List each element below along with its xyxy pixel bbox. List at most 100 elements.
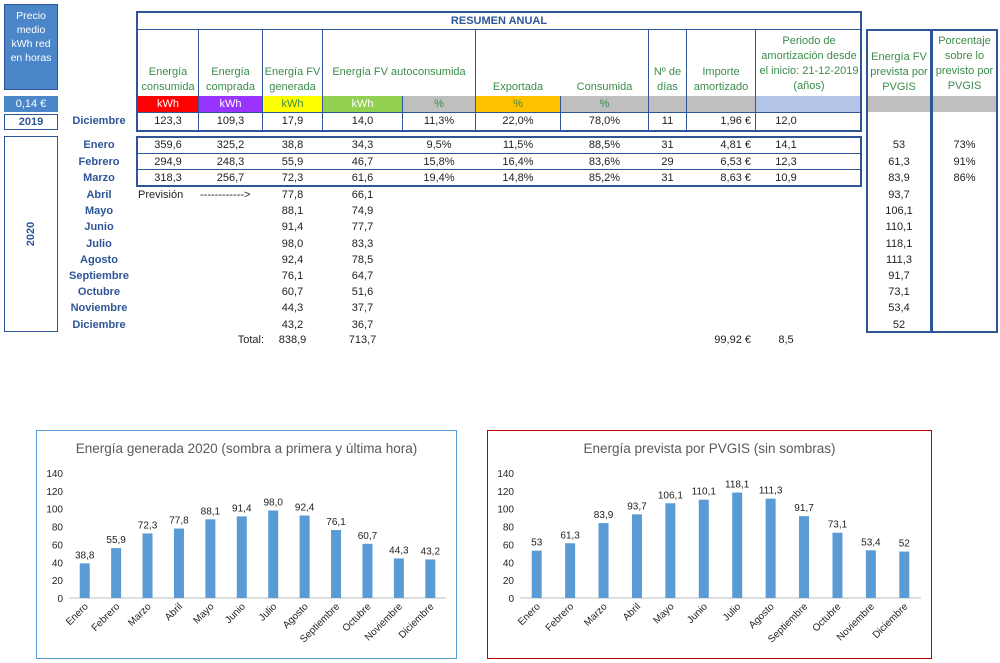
x-tick-label: Octubre [811,601,844,634]
month-label: Abril [86,189,112,201]
data-label: 53,4 [861,537,881,548]
data-label: 83,9 [594,510,614,521]
header-consumida: Consumida [576,81,633,93]
y-tick-label: 80 [503,523,515,534]
row-2020-dias: 31 [661,139,674,151]
row-2020-pct-auto: 19,4% [423,172,455,184]
month-label: Mayo [84,205,114,218]
forecast-generada: 98,0 [281,237,304,250]
row-2020-generada: 72,3 [281,172,304,184]
forecast-generada: 92,4 [281,253,304,266]
year-2020-label: 2020 [25,221,37,247]
row-2019-consumida: 123,3 [154,115,182,127]
data-label: 44,3 [389,545,409,556]
row-2020-autoconsumida: 34,3 [351,139,374,151]
x-tick-label: Julio [257,601,280,624]
unit-pct-autoconsumida: % [403,96,475,112]
price-value: 0,14 € [4,96,58,112]
data-label: 76,1 [326,517,346,528]
y-tick-label: 120 [46,487,63,498]
forecast-autoconsumida: 78,5 [351,253,374,266]
unit-blank-pct-pvgis [933,96,996,112]
pvgis-value: 61,3 [888,155,910,168]
x-tick-label: Mayo [651,601,676,626]
year-2020-box [4,136,58,332]
data-label: 93,7 [627,501,647,512]
chart-generada: Energía generada 2020 (sombra a primera … [46,441,446,645]
month-label: Septiembre [69,270,129,282]
y-tick-label: 20 [52,576,64,587]
row-2019-generada: 17,9 [281,115,304,127]
bar [299,515,310,598]
x-tick-label: Febrero [544,601,577,634]
x-tick-label: Abril [621,601,643,623]
unit-kwh-consumida: kWh [138,96,198,112]
pvgis-value: 73,1 [888,286,910,299]
forecast-generada: 44,3 [281,302,304,315]
row-2020-consumida: 359,6 [154,139,182,151]
bar [268,510,279,598]
data-label: 52 [899,539,911,550]
bar [698,499,709,598]
row-2020-periodo: 12,3 [775,155,797,168]
data-label: 88,1 [201,506,221,517]
y-tick-label: 80 [52,523,64,534]
row-2020-importe: 8,63 € [720,172,751,184]
bar [865,550,876,598]
forecast-generada: 91,4 [281,221,304,234]
row-2020-comprada: 256,7 [216,172,245,184]
forecast-generada: 88,1 [281,205,304,218]
month-label: Febrero [78,155,120,168]
x-tick-label: Abril [163,601,185,623]
total-autoconsumida: 713,7 [348,334,377,346]
y-tick-label: 100 [497,505,514,516]
pvgis-value: 110,1 [885,221,913,234]
month-label: Marzo [83,172,115,184]
forecast-autoconsumida: 64,7 [351,270,374,282]
chart-pvgis-frame: Energía prevista por PVGIS (sin sombras)… [487,430,932,659]
bar [425,559,436,598]
x-tick-label: Diciembre [871,601,911,641]
x-tick-label: Julio [721,601,744,624]
x-tick-label: Junio [223,601,248,626]
month-label: Junio [84,221,114,234]
data-label: 43,2 [421,546,441,557]
bar [899,551,910,598]
row-2020-dias: 29 [661,155,674,168]
row-2020-dias: 31 [661,172,674,184]
data-label: 38,8 [75,550,95,561]
bar [565,543,576,598]
y-tick-label: 100 [46,505,63,516]
bar [111,548,122,598]
unit-blank-importe [687,96,755,112]
forecast-autoconsumida: 77,7 [351,221,374,234]
month-label: Diciembre [72,318,126,331]
x-tick-label: Marzo [126,601,154,629]
row-2019-periodo: 12,0 [775,115,797,127]
summary-title: RESUMEN ANUAL [450,15,548,27]
bar [173,528,184,598]
month-label: Enero [83,139,115,151]
bar [799,516,810,598]
unit-kwh-autoconsumida: kWh [323,96,402,112]
forecast-autoconsumida: 51,6 [351,286,374,299]
data-label: 98,0 [263,498,283,509]
row-2020-pct-auto: 9,5% [426,139,452,151]
unit-pct-consumida: % [561,96,648,112]
row-2020-autoconsumida: 61,6 [351,172,374,184]
forecast-autoconsumida: 66,1 [351,189,374,201]
row-2020-consumida: 318,3 [154,172,182,184]
bar [531,550,542,598]
row-2020-generada: 38,8 [281,139,304,151]
y-tick-label: 40 [503,558,515,569]
forecast-label: Previsión [138,189,184,201]
y-tick-label: 0 [508,594,514,605]
row-2020-generada: 55,9 [281,155,304,168]
data-label: 73,1 [828,520,848,531]
pvgis-value: 53 [892,139,906,151]
bar [331,530,342,598]
y-tick-label: 140 [46,469,63,480]
y-tick-label: 20 [503,576,515,587]
chart-generada-frame: Energía generada 2020 (sombra a primera … [36,430,457,659]
month-label: Julio [86,237,112,250]
